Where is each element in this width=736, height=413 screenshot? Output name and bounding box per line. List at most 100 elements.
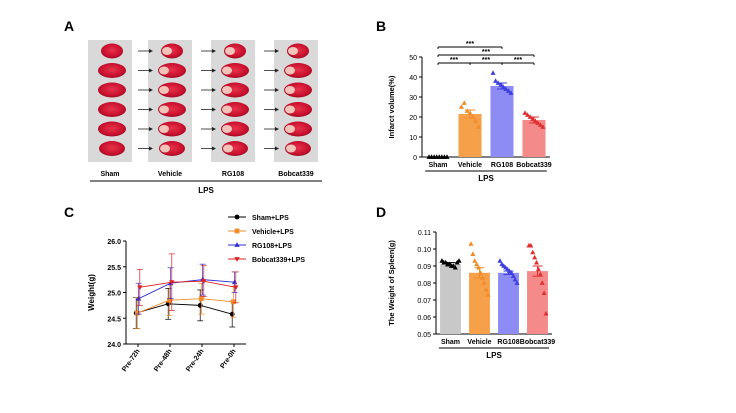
series-line <box>139 280 236 288</box>
arrow-head <box>149 146 153 151</box>
panel-letter-d: D <box>376 204 387 220</box>
arrow-head <box>275 88 279 92</box>
data-point <box>532 118 538 123</box>
data-point <box>479 275 485 280</box>
data-point <box>535 266 541 272</box>
infarct-area <box>288 47 298 55</box>
bar <box>469 272 490 334</box>
arrow-head <box>212 88 216 92</box>
data-point <box>472 258 478 263</box>
group-label-rg108: RG108 <box>222 171 244 178</box>
data-point <box>537 122 543 127</box>
x-tick-label: RG108 <box>491 162 513 169</box>
data-point <box>530 116 536 121</box>
infarct-area <box>222 86 232 94</box>
significance-label: *** <box>450 57 458 64</box>
arrow-head <box>212 68 216 73</box>
infarct-volume-chart: 0 10 20 30 40 50 Sham Vehicle RG108 Bobcat339 LPS I… <box>387 41 552 183</box>
data-point <box>468 241 474 246</box>
y-tick-label: 20 <box>409 115 417 122</box>
lps-label: LPS <box>198 186 214 195</box>
data-point <box>537 271 543 277</box>
bar <box>458 114 482 157</box>
brain-slice <box>98 102 126 117</box>
data-point <box>483 287 489 292</box>
data-point <box>534 259 540 265</box>
significance-label: *** <box>466 41 474 48</box>
data-point <box>135 310 140 316</box>
infarct-area <box>159 105 169 114</box>
legend-label: RG108+LPS <box>252 243 292 250</box>
brain-slice <box>99 141 125 156</box>
data-point <box>508 270 514 275</box>
group-label-bobcat339: Bobcat339 <box>278 171 314 178</box>
data-point <box>474 261 480 267</box>
y-tick-label: 26.0 <box>107 239 121 246</box>
data-point <box>477 270 483 275</box>
bar <box>522 120 546 157</box>
legend-marker <box>234 242 240 247</box>
infarct-area <box>285 105 295 114</box>
y-axis-title: The Weight of Spleen(g) <box>387 240 396 326</box>
infarct-area <box>222 125 232 133</box>
data-point <box>530 249 536 255</box>
data-point <box>169 280 175 286</box>
brain-slice <box>101 43 123 59</box>
infarct-area <box>162 47 172 55</box>
y-tick-label: 24.5 <box>107 316 121 323</box>
data-point <box>535 120 541 125</box>
data-point <box>500 84 506 89</box>
bar <box>440 264 461 334</box>
infarct-area <box>223 144 233 153</box>
x-tick-label: Vehicle <box>458 162 482 169</box>
x-tick-label: Pre-72h <box>121 348 141 373</box>
y-tick-label: 0.05 <box>417 332 431 339</box>
data-point <box>540 124 546 129</box>
infarct-area <box>285 66 295 75</box>
x-tick-label: Bobcat339 <box>516 162 552 169</box>
group-label-sham: Sham <box>100 171 119 178</box>
x-tick-label: Vehicle <box>467 339 491 346</box>
x-tick-label: RG108 <box>497 339 519 346</box>
x-tick-label: Bobcat339 <box>520 339 556 346</box>
significance-label: *** <box>482 57 490 64</box>
legend-label: Bobcat339+LPS <box>252 257 305 264</box>
infarct-area <box>225 47 235 55</box>
arrow-head <box>275 68 279 73</box>
significance-label: *** <box>514 57 522 64</box>
data-point <box>444 154 450 159</box>
data-point <box>532 254 538 260</box>
brain-slices-figure: Sham Vehicle RG108 Bobcat339 LPS <box>88 40 322 195</box>
bar <box>490 86 514 157</box>
data-point <box>508 90 514 95</box>
y-tick-label: 0.09 <box>417 264 431 271</box>
y-tick-label: 40 <box>409 75 417 82</box>
infarct-area <box>159 86 169 94</box>
data-point <box>197 302 203 308</box>
data-point <box>495 80 501 85</box>
y-tick-label: 50 <box>409 55 417 62</box>
data-point <box>522 110 528 115</box>
spleen-weight-chart: 0.05 0.06 0.07 0.08 0.09 0.10 0.11 Sham Vehicle R… <box>387 230 556 360</box>
x-axis-title: LPS <box>478 174 494 183</box>
data-point <box>229 311 235 317</box>
legend-marker <box>234 257 240 262</box>
brain-slice <box>98 121 126 137</box>
infarct-area <box>160 144 170 153</box>
y-tick-label: 0.07 <box>417 298 431 305</box>
infarct-area <box>159 125 169 133</box>
data-point <box>233 285 239 291</box>
infarct-area <box>222 66 232 75</box>
data-point <box>485 292 491 297</box>
legend-marker <box>234 214 240 220</box>
data-point <box>510 273 516 279</box>
significance-label: *** <box>482 49 490 56</box>
arrow-head <box>149 49 153 53</box>
arrow-head <box>149 107 153 112</box>
group-label-vehicle: Vehicle <box>158 171 182 178</box>
infarct-area <box>286 144 296 153</box>
brain-slice <box>98 63 126 78</box>
data-point <box>481 280 487 285</box>
infarct-area <box>222 105 232 114</box>
panel-letter-a: A <box>64 18 75 34</box>
